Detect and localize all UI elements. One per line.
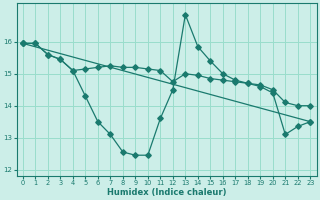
X-axis label: Humidex (Indice chaleur): Humidex (Indice chaleur) (107, 188, 226, 197)
